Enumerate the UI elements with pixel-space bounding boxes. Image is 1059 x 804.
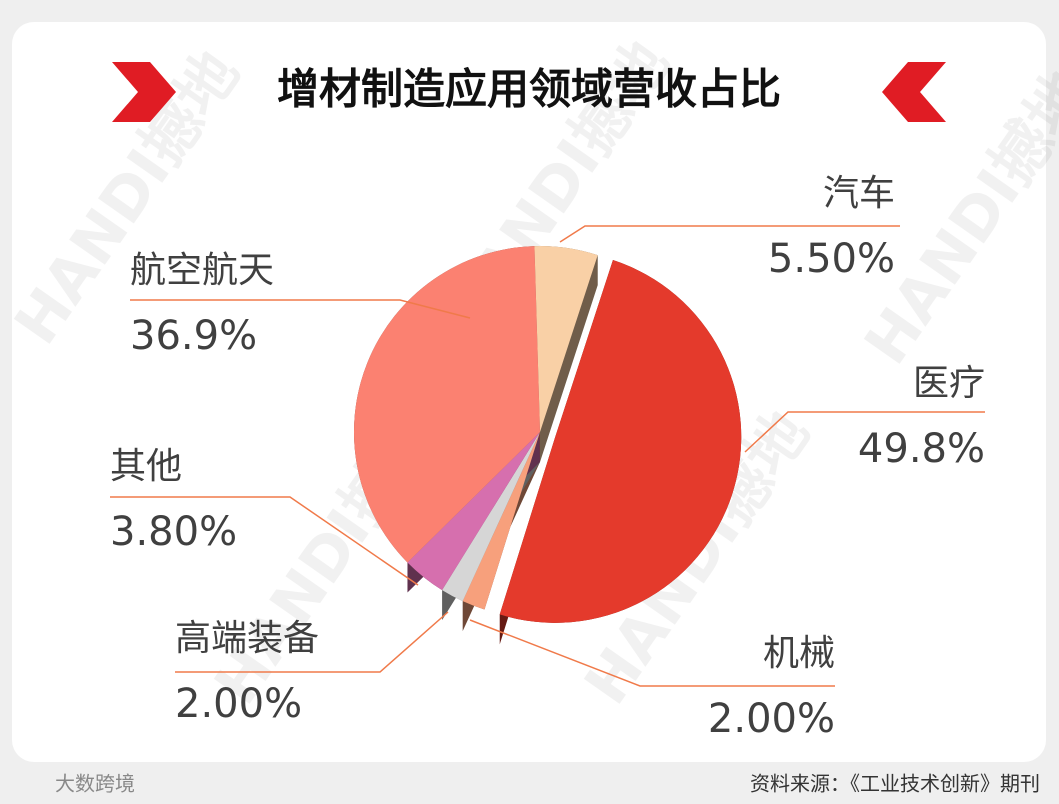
leader-line xyxy=(110,496,419,586)
value-label: 2.00% xyxy=(175,681,302,727)
chevron-left xyxy=(112,62,176,122)
category-label: 医疗 xyxy=(913,363,985,404)
leader-line xyxy=(175,611,449,673)
value-label: 5.50% xyxy=(768,236,895,282)
category-label: 其他 xyxy=(110,446,182,487)
category-label: 汽车 xyxy=(823,173,895,214)
leader-line xyxy=(469,619,835,687)
leader-line xyxy=(130,299,471,319)
chart-title: 增材制造应用领域营收占比 xyxy=(277,65,781,114)
source: 资料来源：《工业技术创新》期刊 xyxy=(750,772,1040,796)
leader-line xyxy=(744,411,985,453)
logo: 大数跨境 xyxy=(55,772,135,796)
slice xyxy=(499,260,742,623)
leader-line xyxy=(559,225,900,243)
category-label: 高端装备 xyxy=(175,618,319,659)
slice xyxy=(354,246,540,563)
value-label: 49.8% xyxy=(858,426,985,472)
chevron-right xyxy=(882,62,946,122)
slice xyxy=(407,432,540,591)
category-label: 航空航天 xyxy=(130,250,274,291)
value-label: 36.9% xyxy=(130,313,257,359)
value-label: 2.00% xyxy=(708,696,835,742)
value-label: 3.80% xyxy=(110,509,237,555)
slice xyxy=(462,432,540,610)
slice xyxy=(534,246,598,432)
slice xyxy=(442,432,540,602)
category-label: 机械 xyxy=(763,633,835,674)
